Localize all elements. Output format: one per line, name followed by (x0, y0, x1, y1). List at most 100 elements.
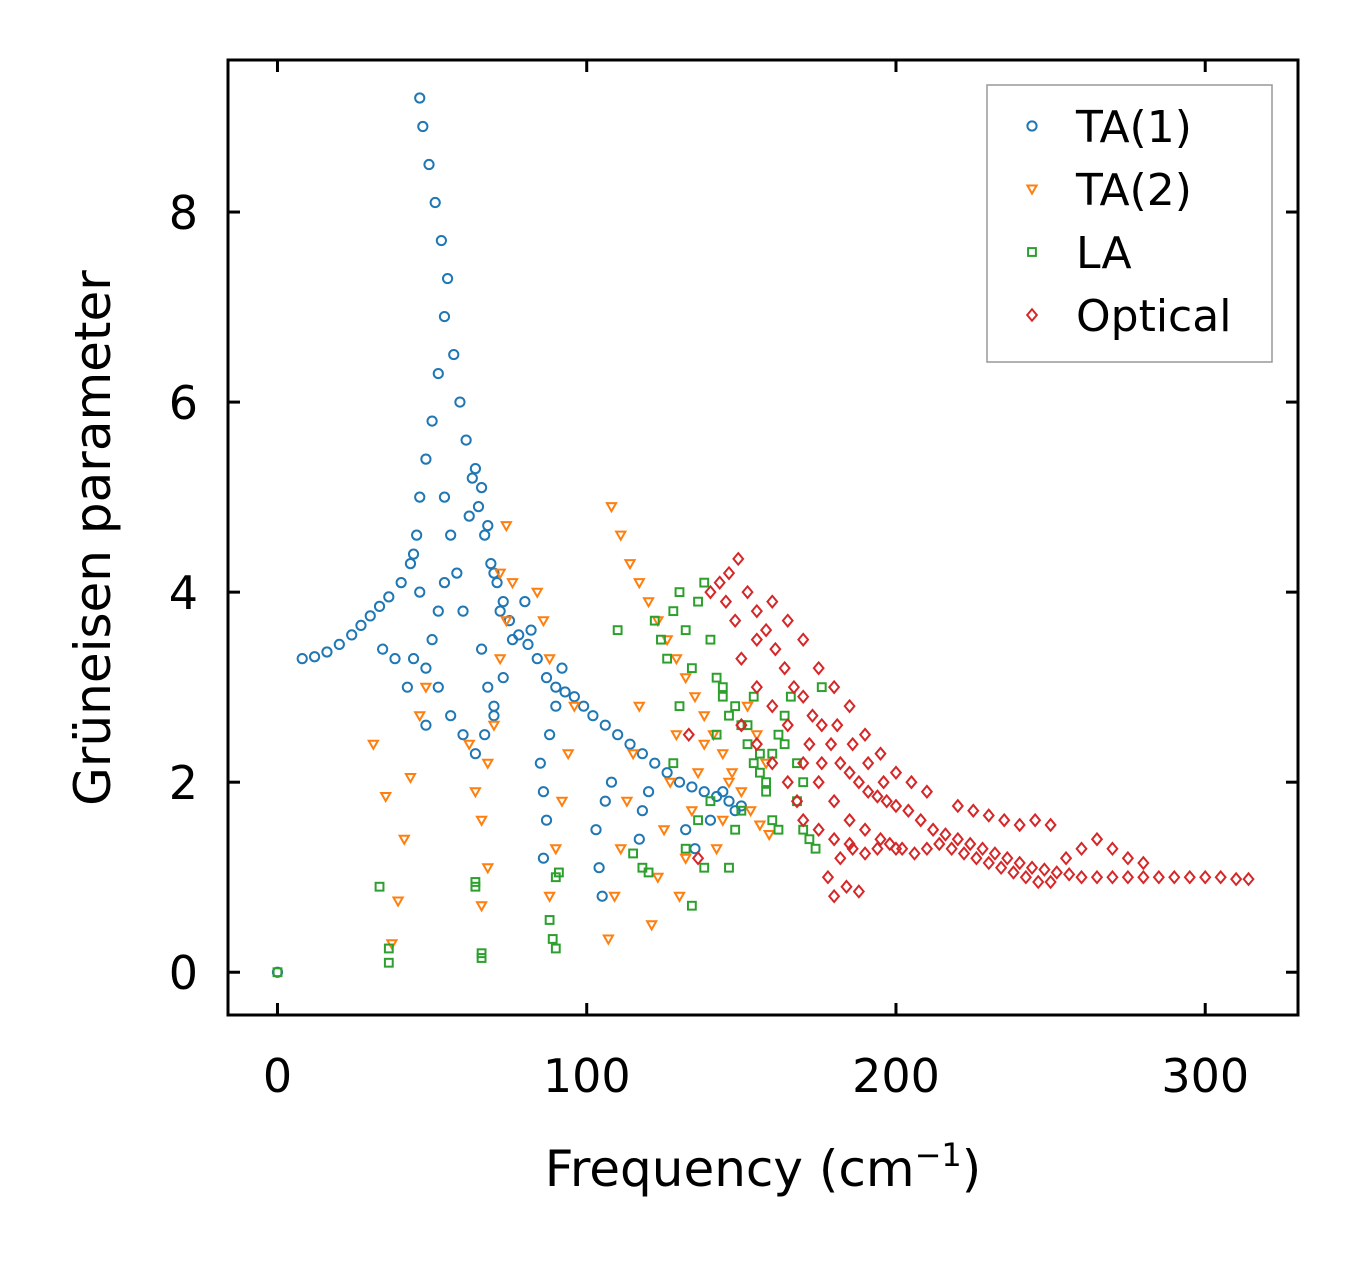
data-point (691, 850, 705, 866)
data-point (673, 891, 686, 903)
data-point (482, 681, 494, 693)
data-point (1090, 831, 1104, 847)
data-point (438, 577, 451, 589)
data-point (704, 814, 717, 826)
data-point (686, 663, 697, 674)
data-point (673, 776, 686, 788)
data-point (519, 596, 531, 608)
data-point (843, 698, 856, 714)
data-point (871, 789, 884, 804)
data-point (472, 501, 485, 513)
data-point (994, 860, 1008, 876)
data-point (970, 850, 983, 866)
data-point (373, 600, 386, 612)
data-point (559, 686, 571, 698)
data-point (401, 681, 413, 693)
data-point (530, 587, 544, 599)
data-point (522, 638, 534, 651)
data-point (537, 616, 550, 628)
data-point (982, 855, 995, 871)
axis-ticks: 0 100 200 300 0 2 4 6 8 (169, 60, 1298, 1103)
data-point (272, 967, 283, 978)
data-point (367, 739, 380, 751)
data-point (1168, 869, 1181, 885)
data-point (397, 834, 411, 846)
data-point (803, 736, 816, 752)
data-point (642, 597, 655, 609)
data-point (475, 901, 488, 913)
data-point (374, 881, 385, 892)
x-tick-label: 0 (263, 1049, 292, 1103)
data-point (982, 808, 995, 823)
data-point (862, 755, 875, 771)
data-point (438, 310, 451, 323)
data-point (497, 672, 509, 684)
data-point (705, 634, 716, 645)
data-point (389, 653, 401, 665)
data-point (1137, 869, 1150, 885)
data-point (1038, 862, 1051, 877)
data-point (624, 738, 636, 750)
series-ta-1 (271, 92, 747, 978)
data-point (858, 727, 872, 742)
data-point (797, 812, 810, 828)
data-point (679, 853, 693, 865)
data-point (704, 584, 717, 600)
data-point (725, 768, 739, 780)
data-point (902, 803, 915, 819)
data-point (852, 774, 866, 790)
data-point (858, 846, 872, 861)
data-point (470, 877, 481, 887)
data-point (460, 434, 472, 446)
data-point (1121, 869, 1135, 885)
data-point (417, 120, 429, 133)
data-point (614, 530, 628, 542)
data-point (697, 739, 711, 751)
data-point (766, 594, 779, 609)
data-point (741, 701, 754, 713)
data-point (649, 615, 660, 626)
data-point (404, 772, 417, 785)
data-point (620, 796, 634, 808)
data-point (926, 822, 940, 838)
legend-box (986, 84, 1273, 363)
data-point (787, 679, 801, 695)
data-point (773, 729, 784, 740)
series-optical (682, 551, 1255, 904)
y-tick-label: 6 (169, 376, 198, 430)
data-point (945, 841, 958, 857)
data-point (831, 717, 844, 733)
data-point (491, 577, 503, 589)
data-point (466, 472, 478, 484)
data-point (834, 850, 847, 866)
data-point (1007, 865, 1020, 880)
data-point (1214, 869, 1227, 885)
data-point (590, 824, 602, 836)
data-point (383, 591, 395, 603)
data-point (346, 629, 358, 641)
data-point (493, 654, 507, 666)
data-point (724, 710, 734, 721)
data-point (540, 672, 553, 684)
plot-frame (226, 58, 1300, 1017)
data-point (750, 679, 763, 695)
data-point (933, 836, 946, 852)
series-la (272, 577, 827, 978)
data-point (713, 575, 726, 590)
data-point (754, 767, 765, 778)
data-point (423, 158, 435, 171)
data-point (432, 605, 444, 617)
data-point (578, 700, 590, 712)
data-point (874, 746, 887, 761)
data-point (744, 806, 757, 818)
data-point (759, 622, 773, 638)
data-point (705, 796, 716, 807)
data-point (481, 758, 495, 770)
data-point (1044, 817, 1057, 833)
data-point (663, 777, 677, 789)
data-point (797, 632, 810, 647)
data-point (730, 701, 741, 712)
data-point (843, 765, 856, 780)
x-tick-label: 100 (543, 1049, 631, 1103)
data-point (816, 682, 827, 693)
